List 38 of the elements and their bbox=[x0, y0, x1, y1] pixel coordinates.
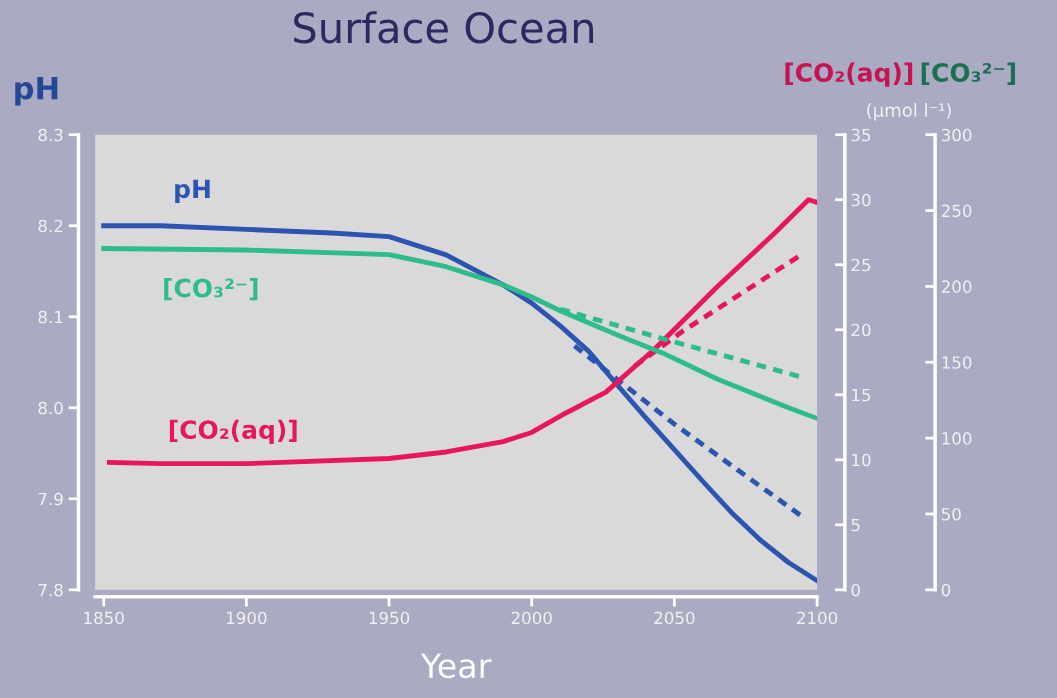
y3-tick-label: 100 bbox=[942, 432, 972, 445]
y-tick-label: 8.0 bbox=[38, 401, 63, 415]
y-tick-label: 7.8 bbox=[38, 583, 63, 597]
text: (µmol l⁻¹) bbox=[867, 102, 951, 121]
y2-tick-label: 5 bbox=[851, 518, 860, 532]
y-tick-label: 8.3 bbox=[38, 128, 63, 142]
y2-tick-label: 20 bbox=[851, 323, 871, 337]
y2-tick-label: 0 bbox=[851, 583, 860, 597]
y3-axis-title: [CO₃²⁻] bbox=[921, 62, 1015, 85]
chart-title: Surface Ocean bbox=[294, 11, 594, 44]
line-series bbox=[101, 223, 818, 584]
y2-tick-label: 25 bbox=[851, 258, 871, 272]
series-label: pH bbox=[175, 179, 210, 204]
y-tick-label: 8.2 bbox=[38, 219, 63, 233]
x-tick-label: 2000 bbox=[511, 611, 552, 625]
y2-tick-label: 35 bbox=[851, 128, 871, 142]
y2-axis-title: [CO₂(aq)] bbox=[785, 62, 913, 87]
y-tick-label: 7.9 bbox=[38, 492, 63, 506]
y2-tick-label: 30 bbox=[851, 193, 871, 207]
x-tick-label: 1950 bbox=[369, 611, 410, 625]
y-axis-title: pH bbox=[15, 76, 58, 106]
y-tick-label: 8.1 bbox=[38, 310, 63, 324]
x-axis-title: Year bbox=[420, 653, 492, 679]
y3-tick-label: 200 bbox=[941, 280, 972, 293]
x-tick-label: 2100 bbox=[797, 611, 838, 625]
x-tick-label: 1850 bbox=[84, 611, 124, 625]
series-label: [CO₃²⁻] bbox=[164, 278, 258, 301]
x-tick-label: 1900 bbox=[226, 611, 267, 625]
y3-tick-label: 50 bbox=[941, 507, 961, 521]
y2-tick-label: 15 bbox=[852, 388, 871, 402]
y3-tick-label: 300 bbox=[941, 128, 972, 142]
y3-tick-label: 150 bbox=[942, 356, 972, 369]
y2-tick-label: 10 bbox=[852, 453, 871, 467]
line-series bbox=[101, 246, 818, 421]
y3-tick-label: 250 bbox=[941, 204, 972, 218]
series-label: [CO₂(aq)] bbox=[169, 419, 297, 444]
y3-tick-label: 0 bbox=[941, 583, 951, 597]
x-tick-label: 2050 bbox=[654, 611, 695, 625]
